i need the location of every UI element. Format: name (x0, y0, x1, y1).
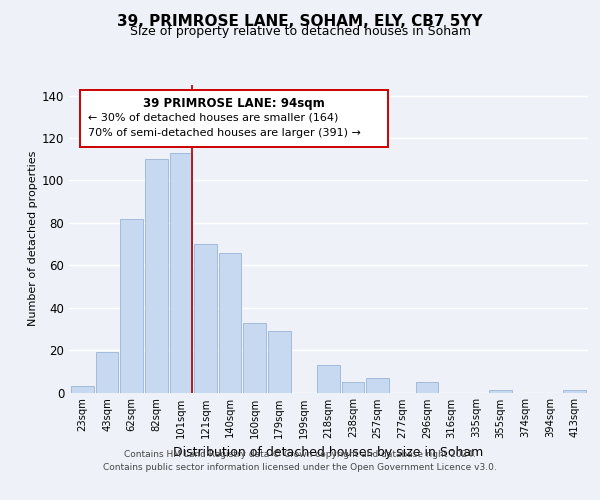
Bar (416, 382, 438, 392)
Bar (490, 390, 512, 392)
Bar (121, 218, 143, 392)
Bar (563, 390, 586, 392)
Text: Size of property relative to detached houses in Soham: Size of property relative to detached ho… (130, 26, 470, 38)
Text: Contains HM Land Registry data © Crown copyright and database right 2024.: Contains HM Land Registry data © Crown c… (124, 450, 476, 459)
Bar (170, 153, 192, 392)
Text: 39, PRIMROSE LANE, SOHAM, ELY, CB7 5YY: 39, PRIMROSE LANE, SOHAM, ELY, CB7 5YY (117, 14, 483, 29)
Bar (367, 378, 389, 392)
Bar (342, 382, 364, 392)
Bar (244, 322, 266, 392)
Text: ← 30% of detached houses are smaller (164): ← 30% of detached houses are smaller (16… (88, 112, 338, 122)
Bar (268, 331, 290, 392)
FancyBboxPatch shape (80, 90, 388, 146)
X-axis label: Distribution of detached houses by size in Soham: Distribution of detached houses by size … (173, 446, 484, 459)
Bar (145, 159, 167, 392)
Bar (71, 386, 94, 392)
Bar (96, 352, 118, 393)
Text: 39 PRIMROSE LANE: 94sqm: 39 PRIMROSE LANE: 94sqm (143, 98, 325, 110)
Bar (317, 365, 340, 392)
Bar (194, 244, 217, 392)
Bar (219, 252, 241, 392)
Text: Contains public sector information licensed under the Open Government Licence v3: Contains public sector information licen… (103, 462, 497, 471)
Text: 70% of semi-detached houses are larger (391) →: 70% of semi-detached houses are larger (… (88, 128, 361, 138)
Y-axis label: Number of detached properties: Number of detached properties (28, 151, 38, 326)
